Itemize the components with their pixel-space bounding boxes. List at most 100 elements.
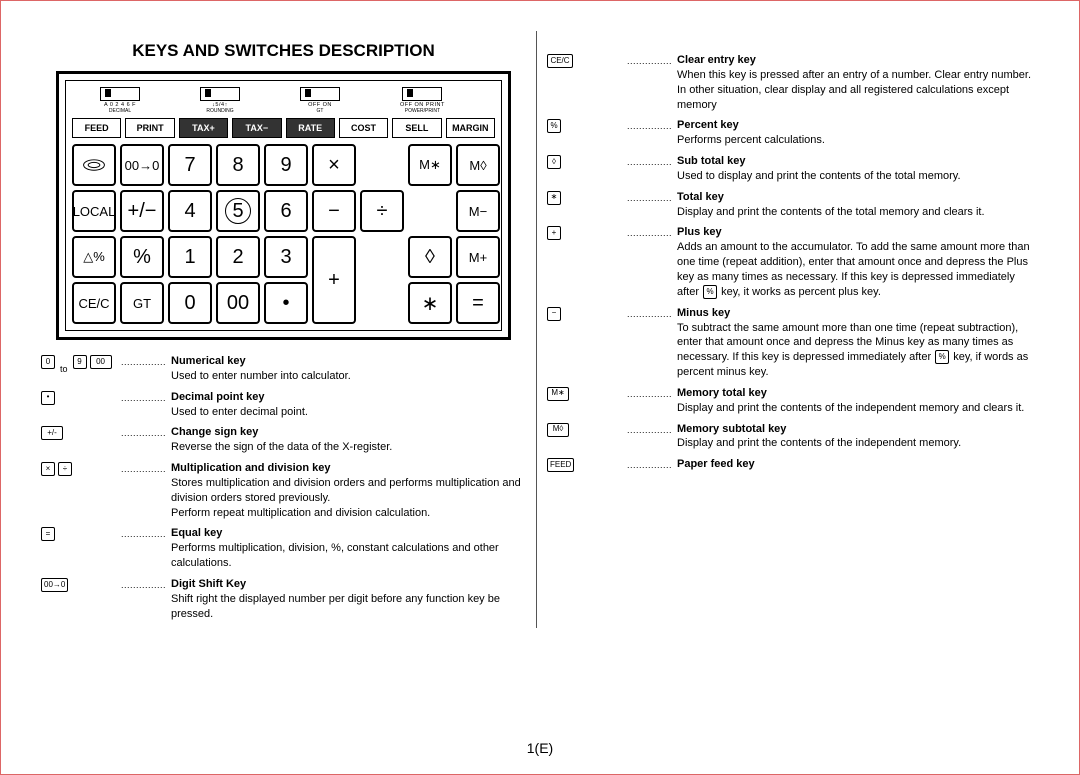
calc-key: 1 xyxy=(168,236,212,278)
calc-key: 7 xyxy=(168,144,212,186)
desc-text: Display and print the contents of the in… xyxy=(677,401,1032,416)
calc-key: 00 xyxy=(216,282,260,324)
calc-key: CE/C xyxy=(72,282,116,324)
key-icon: + xyxy=(547,226,561,240)
desc-text: Performs percent calculations. xyxy=(677,133,1032,148)
desc-title: Sub total key xyxy=(677,154,1032,169)
key-icon: +/- xyxy=(41,426,63,440)
key-icon: = xyxy=(41,527,55,541)
desc-title: Percent key xyxy=(677,118,1032,133)
keypad-grid: 00→0789×M∗M◊LOCAL+/−456−÷M−△%%123+◊M+CE/… xyxy=(72,144,495,324)
key-description: −...............Minus keyTo subtract the… xyxy=(547,306,1032,380)
page-title: KEYS AND SWITCHES DESCRIPTION xyxy=(41,41,526,61)
switch: ↓5/4↑ROUNDING xyxy=(200,87,240,114)
function-key: MARGIN xyxy=(446,118,495,138)
calculator-diagram: A 0 2 4 6 FDECIMAL↓5/4↑ROUNDINGOFF ONGTO… xyxy=(56,71,511,340)
calc-key: 4 xyxy=(168,190,212,232)
desc-body: Numerical keyUsed to enter number into c… xyxy=(171,354,526,384)
desc-icons: ×÷ xyxy=(41,461,121,520)
desc-icons: • xyxy=(41,390,121,420)
desc-body: Change sign keyReverse the sign of the d… xyxy=(171,425,526,455)
desc-body: Clear entry keyWhen this key is pressed … xyxy=(677,53,1032,112)
key-icon: ◊ xyxy=(547,155,561,169)
function-key: SELL xyxy=(392,118,441,138)
desc-title: Equal key xyxy=(171,526,526,541)
calc-key: + xyxy=(312,236,356,324)
function-key-row: FEEDPRINTTAX+TAX−RATECOSTSELLMARGIN xyxy=(72,118,495,138)
calc-key: +/− xyxy=(120,190,164,232)
key-icon: 0 xyxy=(41,355,55,369)
switch-row: A 0 2 4 6 FDECIMAL↓5/4↑ROUNDINGOFF ONGTO… xyxy=(72,87,495,114)
page-number: 1(E) xyxy=(1,740,1079,756)
desc-icons: = xyxy=(41,526,121,571)
desc-body: Percent keyPerforms percent calculations… xyxy=(677,118,1032,148)
desc-icons: M◊ xyxy=(547,422,627,452)
desc-text: Perform repeat multiplication and divisi… xyxy=(171,506,526,521)
desc-icons: + xyxy=(547,225,627,299)
key-icon: − xyxy=(547,307,561,321)
desc-body: Decimal point keyUsed to enter decimal p… xyxy=(171,390,526,420)
key-description: +...............Plus keyAdds an amount t… xyxy=(547,225,1032,299)
page: KEYS AND SWITCHES DESCRIPTION A 0 2 4 6 … xyxy=(0,0,1080,775)
key-description: M∗...............Memory total keyDisplay… xyxy=(547,386,1032,416)
desc-text: Used to display and print the contents o… xyxy=(677,169,1032,184)
desc-body: Sub total keyUsed to display and print t… xyxy=(677,154,1032,184)
calc-key: GT xyxy=(120,282,164,324)
calc-key: ◊ xyxy=(408,236,452,278)
desc-text: To subtract the same amount more than on… xyxy=(677,321,1032,380)
calc-key: % xyxy=(120,236,164,278)
desc-body: Memory total keyDisplay and print the co… xyxy=(677,386,1032,416)
desc-title: Decimal point key xyxy=(171,390,526,405)
left-descriptions: 0to900...............Numerical keyUsed t… xyxy=(41,354,526,622)
calc-key: △% xyxy=(72,236,116,278)
calc-key: 9 xyxy=(264,144,308,186)
desc-body: Paper feed key xyxy=(677,457,1032,472)
switch: OFF ON PRINTPOWER/PRINT xyxy=(400,87,445,114)
desc-text: Reverse the sign of the data of the X-re… xyxy=(171,440,526,455)
calc-key: LOCAL xyxy=(72,190,116,232)
key-icon: 00 xyxy=(90,355,112,369)
desc-icons: CE/C xyxy=(547,53,627,112)
calc-key: M◊ xyxy=(456,144,500,186)
desc-title: Multiplication and division key xyxy=(171,461,526,476)
desc-text: In other situation, clear display and al… xyxy=(677,83,1032,113)
desc-text: Stores multiplication and division order… xyxy=(171,476,526,506)
key-description: 0to900...............Numerical keyUsed t… xyxy=(41,354,526,384)
function-key: FEED xyxy=(72,118,121,138)
left-column: KEYS AND SWITCHES DESCRIPTION A 0 2 4 6 … xyxy=(41,31,536,628)
desc-title: Digit Shift Key xyxy=(171,577,526,592)
key-icon: FEED xyxy=(547,458,574,472)
desc-body: Multiplication and division keyStores mu… xyxy=(171,461,526,520)
desc-title: Numerical key xyxy=(171,354,526,369)
calc-key: 2 xyxy=(216,236,260,278)
desc-text: When this key is pressed after an entry … xyxy=(677,68,1032,83)
desc-icons: % xyxy=(547,118,627,148)
calc-key: ∗ xyxy=(408,282,452,324)
function-key: PRINT xyxy=(125,118,174,138)
desc-body: Plus keyAdds an amount to the accumulato… xyxy=(677,225,1032,299)
calc-key: 3 xyxy=(264,236,308,278)
key-icon: ÷ xyxy=(58,462,72,476)
function-key: TAX− xyxy=(232,118,281,138)
desc-body: Total keyDisplay and print the contents … xyxy=(677,190,1032,220)
desc-title: Paper feed key xyxy=(677,457,1032,472)
desc-icons: − xyxy=(547,306,627,380)
desc-icons: +/- xyxy=(41,425,121,455)
desc-text: Shift right the displayed number per dig… xyxy=(171,592,526,622)
key-description: ×÷...............Multiplication and divi… xyxy=(41,461,526,520)
calc-key: 8 xyxy=(216,144,260,186)
key-icon: % xyxy=(547,119,561,133)
desc-body: Memory subtotal keyDisplay and print the… xyxy=(677,422,1032,452)
desc-title: Memory total key xyxy=(677,386,1032,401)
calc-key: − xyxy=(312,190,356,232)
desc-icons: ◊ xyxy=(547,154,627,184)
key-description: %...............Percent keyPerforms perc… xyxy=(547,118,1032,148)
key-icon: 00→0 xyxy=(41,578,68,592)
desc-title: Plus key xyxy=(677,225,1032,240)
desc-icons: 0to900 xyxy=(41,354,121,384)
desc-text: Display and print the contents of the in… xyxy=(677,436,1032,451)
desc-icons: FEED xyxy=(547,457,627,472)
calc-key: M− xyxy=(456,190,500,232)
columns: KEYS AND SWITCHES DESCRIPTION A 0 2 4 6 … xyxy=(41,31,1039,628)
calc-key: M∗ xyxy=(408,144,452,186)
